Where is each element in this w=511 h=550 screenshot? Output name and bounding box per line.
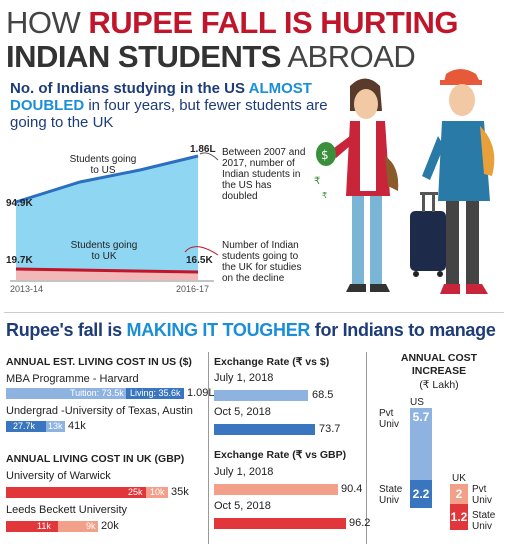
uk-row-2-living-label: 9k: [86, 521, 96, 531]
student-area-chart: [10, 152, 219, 282]
column-separator-2: [366, 352, 367, 544]
cost-us-pvt-bar: 5.7: [410, 408, 432, 480]
us-row-1-tuition-bar: [6, 388, 126, 399]
uk-row-2-total: 20k: [101, 520, 119, 532]
us-row-1-name: MBA Programme - Harvard: [6, 373, 139, 385]
section2-title: Rupee's fall is MAKING IT TOUGHER for In…: [6, 320, 496, 341]
uk-note: Number of Indian students going to the U…: [222, 240, 302, 284]
cost-pvt-label-left: Pvt Univ: [379, 408, 400, 430]
cost-uk-state-value: 1.2: [450, 510, 468, 524]
exchange-usd-heading: Exchange Rate (₹ vs $): [214, 356, 330, 368]
x-tick-end: 2016-17: [176, 284, 210, 294]
svg-text:₹: ₹: [314, 176, 320, 187]
cost-state-label-left: State Univ: [379, 484, 403, 506]
cost-uk-label: UK: [452, 473, 466, 484]
students-illustration: $ ₹ ₹: [314, 69, 495, 294]
cost-uk-state-bar: 1.2: [450, 504, 468, 530]
subhead: No. of Indians studying in the US ALMOST…: [10, 80, 350, 131]
section2-part-3: for Indians to manage: [310, 320, 496, 340]
cost-increase-heading-1: ANNUAL COST: [400, 352, 478, 364]
cost-us-pvt-value: 5.7: [412, 410, 430, 424]
cost-state-label-right: State Univ: [472, 510, 496, 532]
cost-increase-unit: (₹ Lakh): [419, 379, 459, 391]
uk-row-1-tuition-label: 25k: [128, 487, 143, 497]
uk-row-1-living-bar: [146, 487, 168, 498]
column-separator-1: [208, 352, 209, 544]
exchange-usd-value-2: 73.7: [319, 423, 341, 435]
us-line: [15, 154, 199, 204]
exchange-gbp-date-1: July 1, 2018: [214, 466, 274, 478]
us-row-1-tuition-label: Tuition: 73.5k: [70, 388, 124, 398]
exchange-gbp-bar-1: [214, 484, 338, 495]
uk-row-1-living-label: 10k: [150, 487, 165, 497]
uk-row-2-living-bar: [58, 521, 98, 532]
exchange-usd-date-1: July 1, 2018: [214, 372, 274, 384]
exchange-gbp-value-1: 90.4: [341, 483, 363, 495]
uk-row-1-name: University of Warwick: [6, 470, 111, 482]
exchange-usd-bar-2: [214, 424, 315, 435]
suitcase: [410, 192, 446, 277]
exchange-usd-bar-1: [214, 390, 308, 401]
us-row-1-total: 1.09L: [187, 387, 215, 399]
us-row-2-tuition-bar: [6, 421, 46, 432]
headline-how: HOW: [6, 5, 89, 40]
section2-part-1: Rupee's fall is: [6, 320, 127, 340]
us-start-value: 94.9K: [6, 198, 33, 209]
us-row-2-living-label: 13k: [48, 421, 63, 431]
us-row-2-total: 41k: [68, 420, 86, 432]
cost-us-state-bar: 2.2: [410, 480, 432, 508]
us-living-cost-heading: ANNUAL EST. LIVING COST IN US ($): [6, 356, 192, 368]
cost-increase-heading-2: INCREASE: [411, 365, 467, 377]
us-row-1-living-bar: [126, 388, 184, 399]
girl-figure: $ ₹ ₹: [314, 78, 399, 292]
uk-row-2-name: Leeds Beckett University: [6, 504, 128, 516]
us-row-2-living-bar: [46, 421, 65, 432]
exchange-gbp-date-2: Oct 5, 2018: [214, 500, 271, 512]
us-arrow: [199, 152, 219, 161]
uk-row-1-total: 35k: [171, 486, 189, 498]
us-row-2-tuition-label: 27.7k: [13, 421, 36, 431]
exchange-gbp-bar-2: [214, 518, 346, 529]
uk-row-1-tuition-bar: [6, 487, 146, 498]
uk-start-value: 19.7K: [6, 255, 33, 266]
section-divider: [4, 312, 504, 313]
subhead-part-1: No. of Indians studying in the US: [10, 80, 249, 97]
section2-highlight: MAKING IT TOUGHER: [126, 320, 311, 340]
us-row-1-living-label: Living: 35.6k: [130, 388, 181, 398]
exchange-usd-value-1: 68.5: [312, 389, 334, 401]
exchange-usd-date-2: Oct 5, 2018: [214, 406, 271, 418]
us-note: Between 2007 and 2017, number of Indian …: [222, 147, 306, 202]
subhead-highlight: ALMOST DOUBLED: [10, 80, 312, 114]
exchange-gbp-heading: Exchange Rate (₹ vs GBP): [214, 449, 347, 461]
us-series-label: Students going to US: [69, 154, 137, 176]
cost-uk-pvt-bar: 2: [450, 484, 468, 504]
uk-living-cost-heading: ANNUAL LIVING COST IN UK (GBP): [6, 453, 185, 465]
headline-rupee-fall: RUPEE FALL IS HURTING: [88, 5, 458, 40]
uk-line: [15, 267, 199, 274]
cost-pvt-label-right: Pvt Univ: [472, 484, 493, 506]
exchange-gbp-value-2: 96.2: [349, 517, 371, 529]
cost-us-label: US: [410, 397, 424, 408]
boy-figure: [422, 69, 495, 294]
uk-row-2-tuition-bar: [6, 521, 58, 532]
x-tick-start: 2013-14: [10, 284, 44, 294]
us-area: [16, 156, 198, 272]
uk-arrow: [184, 246, 219, 256]
uk-series-label: Students going to UK: [70, 240, 138, 262]
svg-text:$: $: [321, 148, 329, 162]
us-row-2-name: Undergrad -University of Texas, Austin: [6, 405, 193, 417]
us-end-value: 1.86L: [190, 144, 216, 155]
subhead-part-3: in four years, but fewer students are go…: [10, 97, 328, 131]
headline-abroad: ABROAD: [280, 39, 416, 74]
cost-us-state-value: 2.2: [412, 487, 430, 501]
svg-text:₹: ₹: [322, 191, 327, 200]
uk-end-value: 16.5K: [186, 255, 213, 266]
cost-uk-pvt-value: 2: [455, 487, 463, 501]
headline-line-1: HOW RUPEE FALL IS HURTING: [6, 6, 458, 40]
uk-row-2-tuition-label: 11k: [37, 521, 51, 531]
headline-indian-students: INDIAN STUDENTS: [6, 39, 281, 74]
headline-line-2: INDIAN STUDENTS ABROAD: [6, 39, 416, 74]
